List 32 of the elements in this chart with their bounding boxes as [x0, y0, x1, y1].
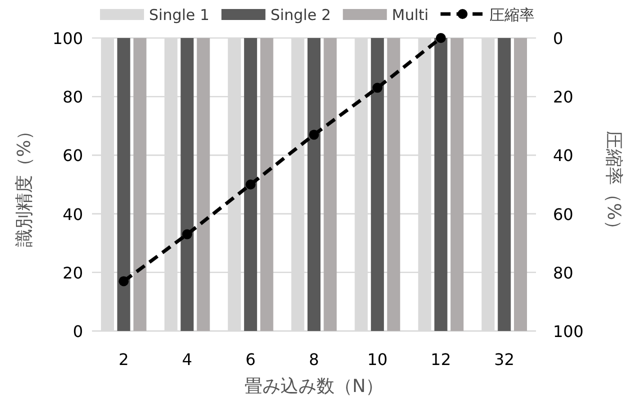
point — [246, 180, 256, 190]
y-tick-label: 40 — [62, 204, 83, 224]
point — [118, 276, 129, 286]
y2-tick-label: 20 — [553, 88, 574, 107]
legend-label: 圧縮率 — [490, 6, 535, 24]
x-axis-title: 畳み込み数（N） — [244, 376, 384, 397]
y2-axis-title: 圧縮率（%） — [603, 130, 624, 238]
y2-tick-label: 40 — [553, 146, 574, 166]
legend-label: Single 1 — [149, 6, 210, 24]
y-axis-title: 識別精度（%） — [14, 122, 35, 248]
y-tick-label: 0 — [72, 322, 83, 341]
y2-tick-label: 100 — [553, 322, 584, 341]
x-tick-label: 6 — [245, 350, 256, 369]
x-tick-label: 10 — [367, 350, 388, 369]
y2-tick-label: 60 — [553, 204, 574, 224]
x-tick-label: 2 — [118, 350, 129, 369]
point — [309, 130, 319, 140]
y-tick-label: 20 — [62, 263, 83, 282]
point — [372, 82, 382, 93]
x-tick-label: 12 — [430, 350, 452, 369]
y-tick-label: 60 — [62, 146, 83, 166]
y-tick-label: 80 — [62, 88, 83, 107]
x-tick-label: 4 — [182, 350, 192, 369]
y2-tick-label: 0 — [553, 29, 564, 48]
y-tick-label: 100 — [52, 29, 83, 48]
legend-label: Single 2 — [270, 6, 331, 24]
point — [436, 33, 446, 43]
point — [182, 229, 192, 240]
x-tick-label: 32 — [494, 350, 514, 369]
x-tick-label: 8 — [308, 350, 320, 369]
legend-label: Multi — [392, 6, 429, 24]
y2-tick-label: 80 — [553, 263, 574, 282]
